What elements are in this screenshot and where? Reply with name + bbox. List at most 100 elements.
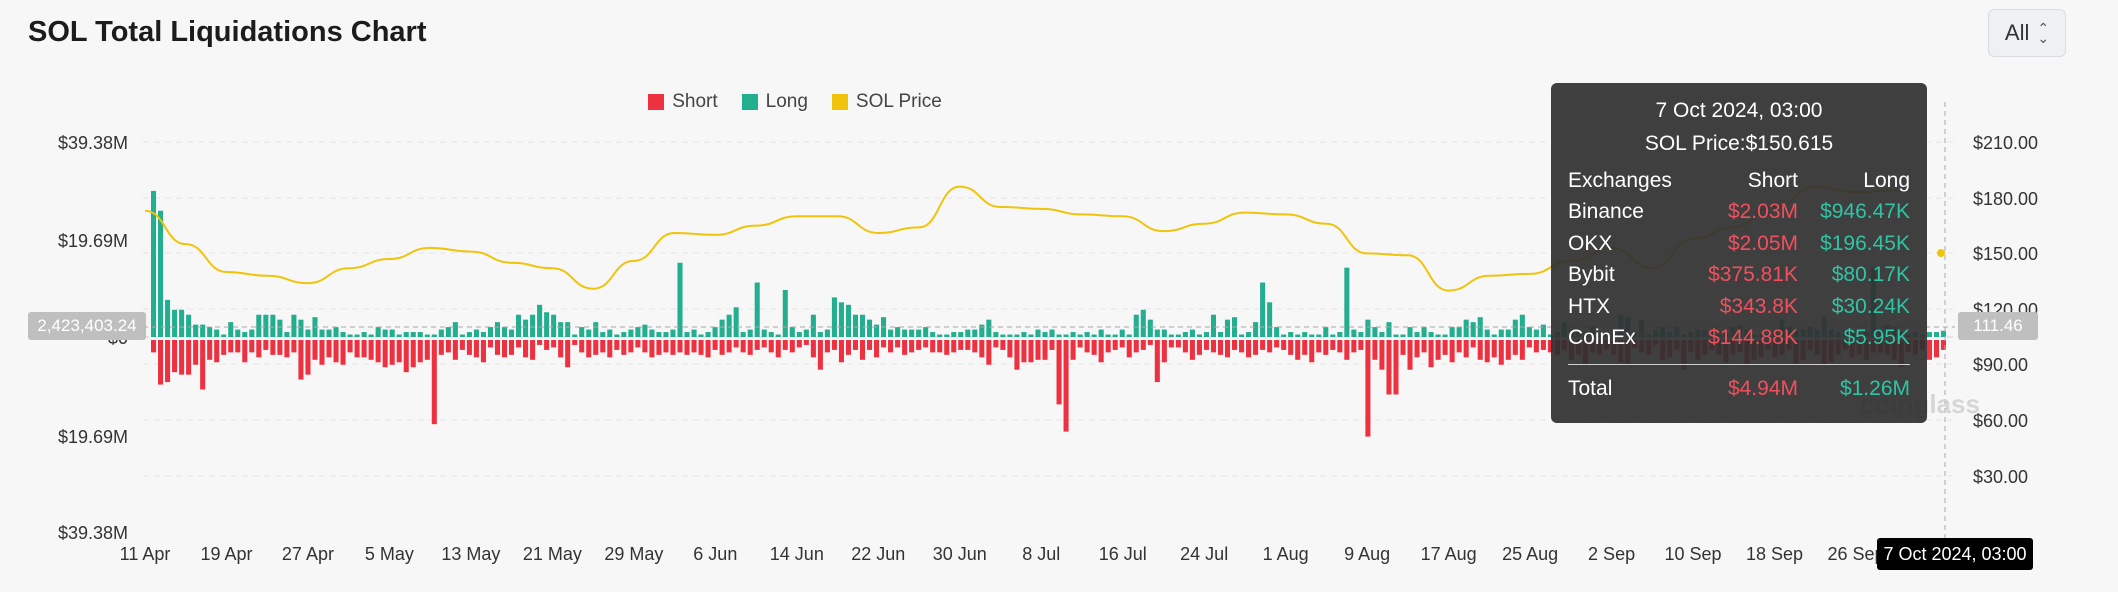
long-bar — [459, 334, 465, 337]
long-bar — [1421, 327, 1427, 337]
price-marker — [1937, 249, 1945, 257]
short-bar — [270, 340, 276, 355]
long-bar — [235, 329, 241, 337]
short-bar — [207, 340, 213, 360]
long-bar — [923, 327, 929, 337]
tooltip-row: OKX $2.05M $196.45K — [1568, 228, 1910, 260]
long-bar — [1091, 334, 1097, 337]
long-bar — [635, 327, 641, 337]
long-bar — [628, 329, 634, 337]
short-bar — [1372, 340, 1378, 360]
long-bar — [361, 332, 367, 337]
short-bar — [1421, 340, 1427, 353]
long-bar — [1063, 334, 1069, 337]
short-bar — [431, 340, 437, 425]
short-bar — [1379, 340, 1385, 370]
short-bar — [1547, 340, 1553, 353]
long-bar — [382, 329, 388, 337]
long-bar — [221, 334, 227, 337]
short-bar — [1358, 340, 1364, 350]
tooltip-divider — [1568, 364, 1910, 365]
short-bar — [186, 340, 192, 375]
long-bar — [565, 322, 571, 337]
short-bar — [459, 340, 465, 350]
short-bar — [1365, 340, 1371, 437]
long-bar — [333, 327, 339, 337]
short-bar — [1526, 340, 1532, 348]
tooltip-long: $5.95K — [1843, 326, 1910, 350]
tooltip-row: CoinEx $144.88K $5.95K — [1568, 323, 1910, 355]
long-bar — [530, 314, 536, 337]
short-bar — [1484, 340, 1490, 363]
short-bar — [1302, 340, 1308, 355]
long-bar — [1239, 334, 1245, 337]
long-bar — [888, 329, 894, 337]
x-axis-tick: 25 Aug — [1502, 544, 1558, 564]
x-axis-tick: 30 Jun — [933, 544, 987, 564]
long-bar — [979, 324, 985, 337]
x-axis-tick: 19 Apr — [200, 544, 252, 564]
short-bar — [1295, 340, 1301, 360]
short-bar — [1000, 340, 1006, 350]
long-bar — [1449, 327, 1455, 337]
x-axis-tick: 9 Aug — [1344, 544, 1390, 564]
tooltip-short: $144.88K — [1708, 326, 1798, 350]
long-bar — [1035, 329, 1041, 337]
long-bar — [1393, 334, 1399, 337]
long-bar — [1365, 319, 1371, 337]
long-bar — [319, 329, 325, 337]
range-select-value: All — [2004, 20, 2030, 45]
tooltip-exchange: Bybit — [1568, 263, 1615, 287]
long-bar — [501, 327, 508, 337]
long-bar — [789, 327, 795, 337]
short-bar — [895, 340, 901, 348]
short-bar — [228, 340, 234, 353]
long-bar — [1000, 334, 1006, 337]
short-bar — [1070, 340, 1076, 360]
long-bar — [1056, 334, 1062, 337]
legend-short[interactable]: Short — [648, 91, 718, 113]
short-bar — [158, 340, 164, 385]
short-bar — [165, 340, 171, 383]
chart-tooltip: 7 Oct 2024, 03:00 SOL Price:$150.615 Exc… — [1551, 83, 1927, 423]
long-bar — [193, 324, 199, 337]
tooltip-total-row: Total $4.94M $1.26M — [1568, 373, 1910, 405]
short-bar — [684, 340, 690, 355]
long-bar — [845, 304, 851, 337]
short-bar — [572, 340, 578, 345]
long-bar — [410, 332, 416, 337]
short-bar — [1056, 340, 1062, 405]
short-bar — [1119, 340, 1125, 348]
short-bar — [361, 340, 367, 358]
short-bar — [937, 340, 943, 353]
long-bar — [1435, 334, 1441, 337]
long-bar — [958, 332, 964, 337]
long-bar — [1070, 332, 1076, 337]
long-bar — [656, 332, 662, 337]
short-bar — [1442, 340, 1448, 355]
long-bar — [1330, 334, 1336, 337]
legend-long[interactable]: Long — [741, 91, 808, 113]
range-select[interactable]: All ⌃ ⌄ — [1988, 9, 2066, 57]
short-bar — [951, 340, 957, 353]
legend-sol-price[interactable]: SOL Price — [831, 91, 942, 113]
right-axis-tick: $90.00 — [1973, 355, 2028, 375]
long-bar — [508, 329, 515, 337]
long-bar — [1288, 332, 1294, 337]
long-bar — [747, 329, 753, 337]
short-bar — [1449, 340, 1455, 363]
short-bar — [845, 340, 851, 355]
short-bar — [298, 340, 304, 380]
long-bar — [972, 329, 978, 337]
long-bar — [1442, 334, 1448, 337]
long-bar — [1077, 334, 1083, 337]
long-bar — [186, 314, 192, 337]
short-bar — [551, 340, 557, 348]
short-bar — [305, 340, 311, 375]
short-bar — [691, 340, 697, 353]
chevron-up-down-icon: ⌃ ⌄ — [2037, 20, 2050, 46]
short-bar — [1491, 340, 1497, 358]
short-bar — [1288, 340, 1294, 355]
short-bar — [1512, 340, 1518, 355]
short-bar — [649, 340, 655, 358]
